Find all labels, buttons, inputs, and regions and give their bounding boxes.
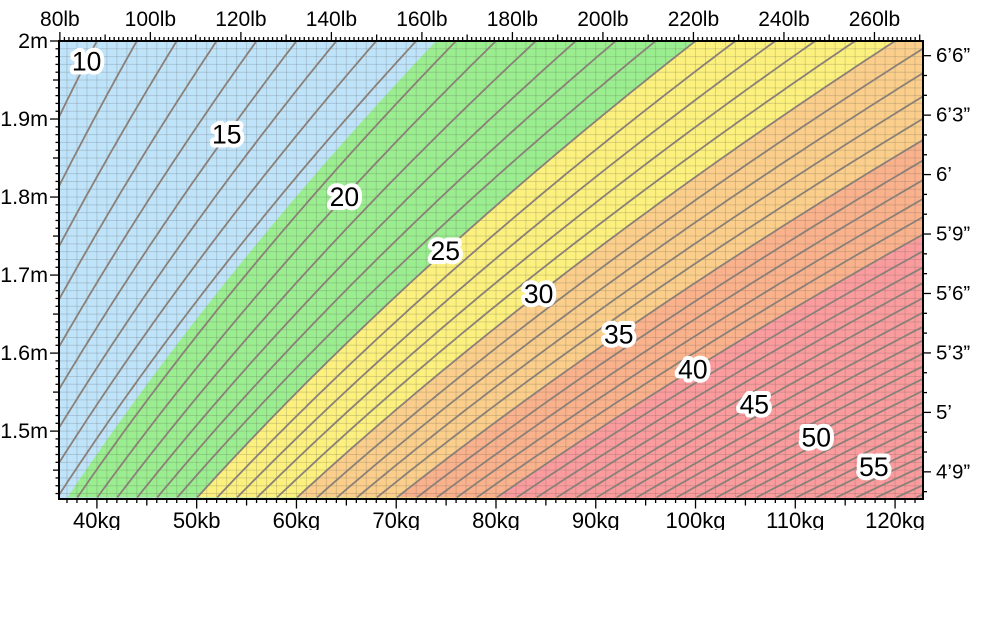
bmi-contours: [59, 41, 923, 499]
tick-label-200lb: 200lb: [577, 8, 628, 31]
bmi-contour-40: [496, 233, 923, 499]
tick-label-100kg: 100kg: [666, 508, 726, 530]
bmi-contour-42: [536, 266, 923, 499]
tick-label-240lb: 240lb: [758, 8, 809, 31]
axis-bottom-kg: 40kg 50kb 60kg 70kg 80kg 90kg 100kg 110kg 120kg: [66, 499, 925, 530]
bmi-contour-34: [376, 117, 923, 499]
contour-labels: 10 15 20 25 30 35 40 45 50 55: [68, 42, 893, 486]
tick-label-1.7m: 1.7m: [0, 263, 48, 287]
bmi-contour-44: [576, 297, 923, 499]
bmi-contour-31: [316, 47, 923, 499]
tick-label-90kg: 90kg: [572, 508, 620, 530]
tick-label-120kg: 120kg: [865, 508, 925, 530]
bmi-label-30: 30: [524, 279, 553, 309]
bmi-contour-27: [236, 41, 776, 499]
tick-label-72in: 6’: [936, 163, 952, 186]
tick-label-66in: 5’6”: [936, 282, 970, 305]
bmi-label-25: 25: [430, 236, 459, 266]
tick-label-1.9m: 1.9m: [0, 107, 48, 131]
bmi-contour-22: [136, 41, 577, 498]
region-very-severely-obese: [496, 41, 923, 499]
bmi-contour-14: [59, 41, 258, 349]
bmi-contour-13: [59, 41, 218, 302]
legend: Underweight Normal weight Overweight Mod…: [0, 530, 1000, 640]
tick-label-80lb: 80lb: [40, 8, 80, 31]
bmi-contour-20: [96, 41, 497, 498]
bmi-contour-25: [196, 41, 697, 499]
bmi-contour-29: [276, 41, 856, 499]
tick-label-60in: 5’: [936, 401, 952, 424]
bmi-contour-11: [59, 41, 138, 189]
bmi-contour-28: [256, 41, 816, 499]
tick-label-180lb: 180lb: [487, 8, 538, 31]
tick-label-40kg: 40kg: [73, 508, 121, 530]
tick-label-2m: 2m: [18, 29, 48, 53]
tick-label-70kg: 70kg: [372, 508, 420, 530]
bmi-contour-24: [176, 41, 657, 498]
tick-label-1.5m: 1.5m: [0, 419, 48, 443]
bmi-contour-45: [596, 311, 923, 499]
bmi-label-50: 50: [802, 422, 831, 452]
bmi-contour-38: [456, 197, 923, 499]
axis-top-lb: 80lb 100lb 120lb 140lb 160lb 180lb 200lb 220lb 2…: [40, 8, 921, 41]
bmi-contour-18: [59, 41, 417, 497]
bmi-contour-47: [636, 339, 923, 499]
bmi-contour-17: [59, 41, 377, 465]
axis-left-m: 2m 1.9m 1.8m 1.7m 1.6m 1.5m: [0, 29, 59, 495]
tick-label-63in: 5’3”: [936, 341, 970, 364]
bmi-label-40: 40: [678, 354, 707, 384]
tick-label-220lb: 220lb: [668, 8, 719, 31]
tick-label-80kg: 80kg: [472, 508, 520, 530]
bmi-contour-48: [656, 352, 923, 499]
bmi-contour-37: [436, 178, 923, 499]
bmi-label-20: 20: [330, 182, 359, 212]
bmi-contour-41: [516, 250, 923, 499]
bmi-contour-49: [676, 365, 923, 499]
tick-label-78in: 6’6”: [936, 44, 970, 67]
tick-label-57in: 4’9”: [936, 460, 970, 483]
axis-right-ft-in: 6’6” 6’3” 6’ 5’9” 5’6” 5’3” 5’ 4’9”: [923, 44, 970, 493]
bmi-label-15: 15: [212, 120, 241, 150]
bmi-contour-15: [59, 41, 298, 392]
tick-label-140lb: 140lb: [306, 8, 357, 31]
bmi-contour-53: [756, 412, 923, 499]
bmi-label-10: 10: [72, 46, 101, 76]
tick-label-260lb: 260lb: [849, 8, 900, 31]
tick-label-1.8m: 1.8m: [0, 185, 48, 209]
bmi-contour-46: [616, 325, 923, 499]
bmi-contour-21: [116, 41, 537, 498]
bmi-contour-33: [356, 95, 923, 499]
bmi-contour-50: [696, 377, 923, 499]
tick-label-1.6m: 1.6m: [0, 341, 48, 365]
tick-label-110kg: 110kg: [766, 508, 824, 530]
bmi-contour-30: [296, 41, 896, 499]
bmi-contour-19: [76, 41, 457, 498]
plot-frame: [58, 40, 924, 500]
bmi-contour-43: [556, 281, 923, 499]
bmi-contour-36: [416, 159, 923, 499]
bmi-contour-52: [736, 401, 923, 499]
bmi-contour-12: [59, 41, 178, 249]
tick-label-100lb: 100lb: [125, 8, 176, 31]
bmi-contour-16: [59, 41, 338, 430]
tick-label-120lb: 120lb: [215, 8, 266, 31]
tick-label-75in: 6’3”: [936, 104, 970, 127]
tick-label-69in: 5’9”: [936, 223, 970, 246]
bmi-contour-39: [476, 215, 923, 499]
bmi-contour-26: [216, 41, 736, 499]
bmi-label-35: 35: [604, 319, 633, 349]
bmi-contour-32: [336, 71, 923, 499]
bmi-label-55: 55: [859, 452, 888, 482]
bmi-contour-35: [396, 138, 923, 499]
bmi-contour-51: [716, 389, 923, 499]
tick-label-160lb: 160lb: [396, 8, 447, 31]
bmi-chart-canvas: 10 15 20 25 30 35 40 45 50 55 80lb 100lb 120lb 140lb 1…: [0, 8, 970, 530]
tick-label-50kb: 50kb: [173, 508, 221, 530]
bmi-label-45: 45: [740, 390, 769, 420]
tick-label-60kg: 60kg: [273, 508, 321, 530]
bmi-contour-23: [156, 41, 617, 498]
